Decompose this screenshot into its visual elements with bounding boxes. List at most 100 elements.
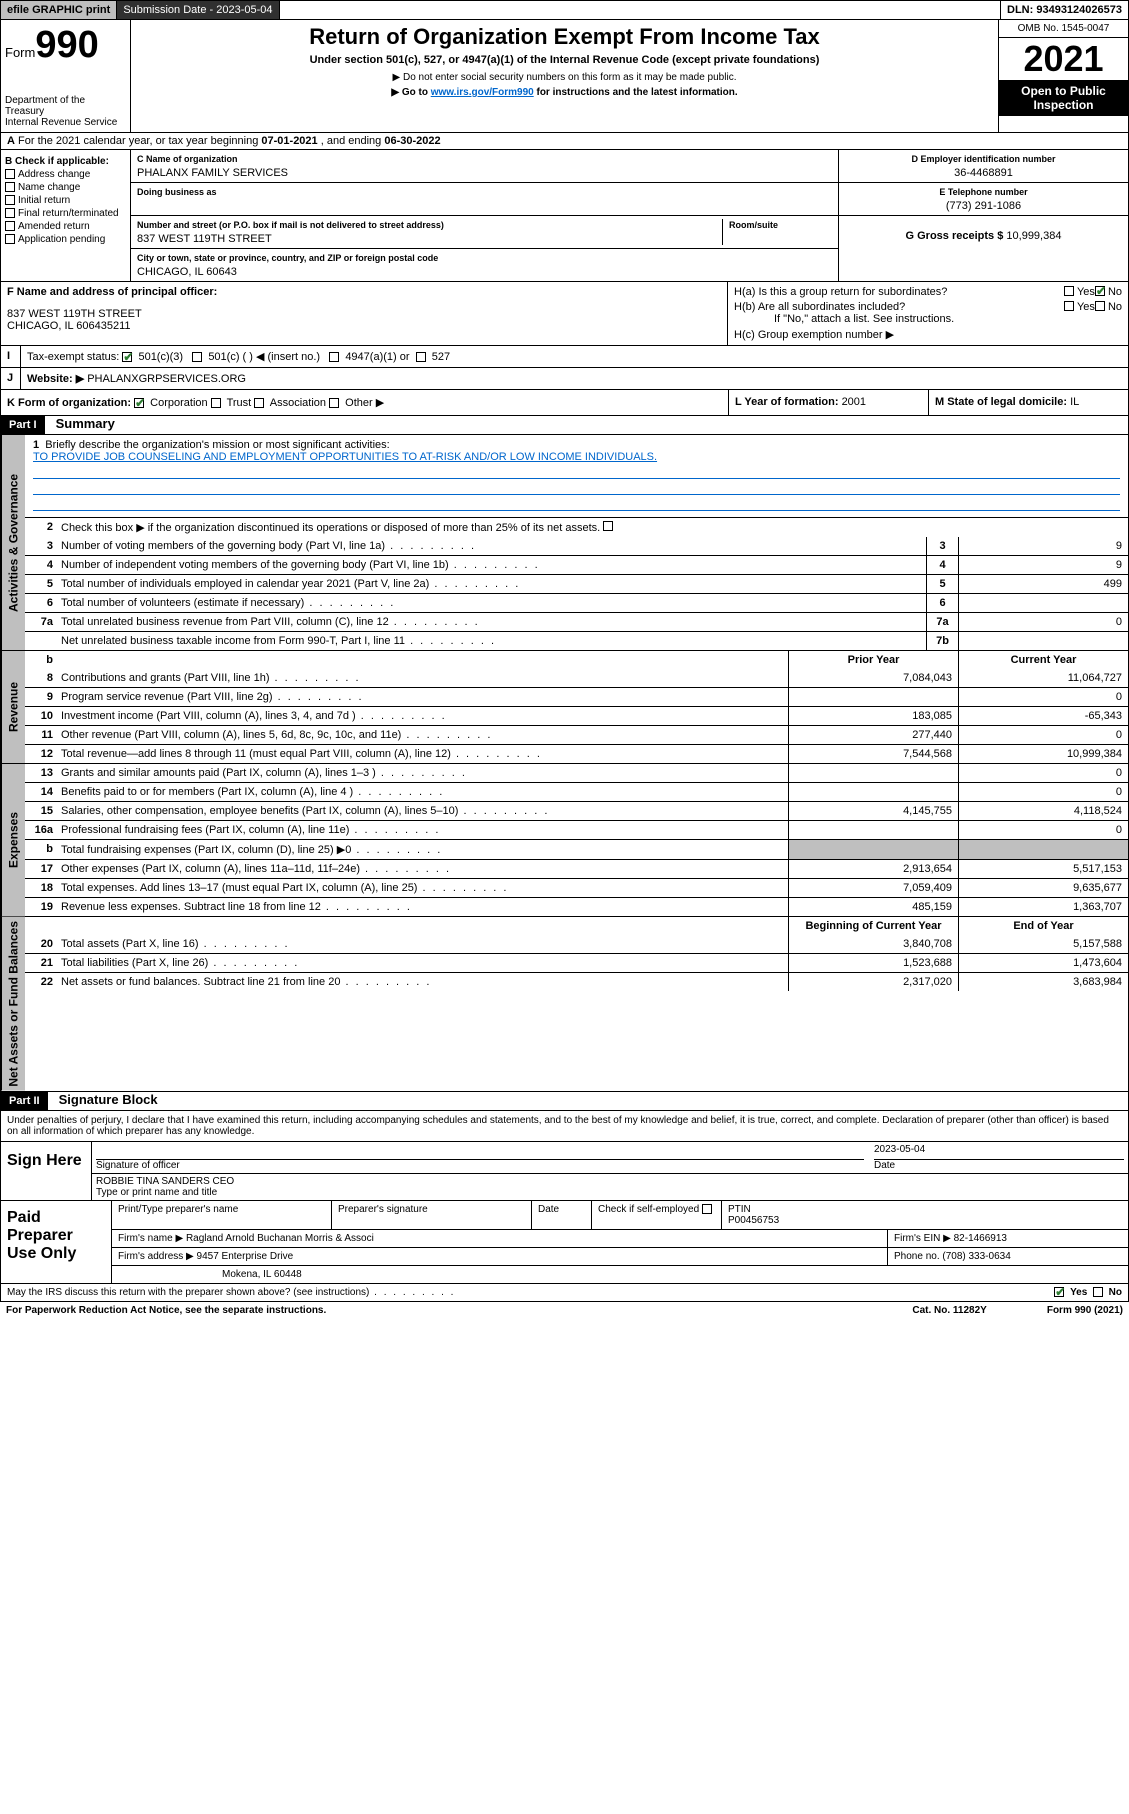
year-formation: 2001 (842, 396, 866, 408)
chk-corp[interactable] (134, 398, 144, 408)
vtab-revenue: Revenue (1, 651, 25, 763)
line-8: 8Contributions and grants (Part VIII, li… (25, 669, 1128, 687)
line-5: 5Total number of individuals employed in… (25, 574, 1128, 593)
chk-501c[interactable] (192, 352, 202, 362)
firm-addr: 9457 Enterprise Drive (197, 1251, 294, 1262)
part-i-header: Part I Summary (0, 416, 1129, 435)
line-11: 11Other revenue (Part VIII, column (A), … (25, 725, 1128, 744)
subtitle-1: Under section 501(c), 527, or 4947(a)(1)… (139, 54, 990, 66)
firm-ein: 82-1466913 (954, 1233, 1007, 1244)
ptin: P00456753 (728, 1215, 779, 1226)
chk-other[interactable] (329, 398, 339, 408)
sig-date: 2023-05-04 (874, 1144, 1124, 1160)
website: PHALANXGRPSERVICES.ORG (87, 373, 246, 385)
line-16a: 16aProfessional fundraising fees (Part I… (25, 820, 1128, 839)
dept-label: Department of the Treasury (5, 95, 126, 117)
line-14: 14Benefits paid to or for members (Part … (25, 782, 1128, 801)
irs-label: Internal Revenue Service (5, 117, 126, 128)
topbar: efile GRAPHIC print Submission Date - 20… (0, 0, 1129, 20)
officer-addr2: CHICAGO, IL 606435211 (7, 320, 721, 332)
officer-name: ROBBIE TINA SANDERS CEO (96, 1176, 234, 1187)
chk-trust[interactable] (211, 398, 221, 408)
chk-ha-no[interactable] (1095, 286, 1105, 296)
line-9: 9Program service revenue (Part VIII, lin… (25, 687, 1128, 706)
line-18: 18Total expenses. Add lines 13–17 (must … (25, 878, 1128, 897)
phone: (773) 291-1086 (845, 200, 1122, 212)
signature-block: Under penalties of perjury, I declare th… (0, 1111, 1129, 1284)
form-number: Form990 (5, 24, 126, 67)
row-f-h: F Name and address of principal officer:… (0, 282, 1129, 346)
print-link[interactable]: print (86, 4, 110, 16)
sign-here-label: Sign Here (1, 1142, 91, 1200)
ein: 36-4468891 (845, 167, 1122, 179)
row-k: K Form of organization: Corporation Trus… (0, 390, 1129, 416)
org-name: PHALANX FAMILY SERVICES (137, 167, 832, 179)
section-revenue: Revenue bPrior YearCurrent Year 8Contrib… (0, 651, 1129, 764)
entity-block: B Check if applicable: Address change Na… (0, 150, 1129, 282)
officer-addr1: 837 WEST 119TH STREET (7, 308, 721, 320)
subtitle-2: ▶ Do not enter social security numbers o… (139, 72, 990, 83)
chk-name-change[interactable] (5, 182, 15, 192)
chk-hb-yes[interactable] (1064, 301, 1074, 311)
dln: DLN: 93493124026573 (1000, 1, 1128, 19)
row-i: I Tax-exempt status: 501(c)(3) 501(c) ( … (0, 346, 1129, 368)
section-governance: Activities & Governance 1 Briefly descri… (0, 435, 1129, 651)
chk-discuss-yes[interactable] (1054, 1287, 1064, 1297)
chk-initial-return[interactable] (5, 195, 15, 205)
line-4: 4Number of independent voting members of… (25, 555, 1128, 574)
line-19: 19Revenue less expenses. Subtract line 1… (25, 897, 1128, 916)
gross-receipts: 10,999,384 (1006, 230, 1061, 242)
line-b: bTotal fundraising expenses (Part IX, co… (25, 839, 1128, 859)
mission-text: TO PROVIDE JOB COUNSELING AND EMPLOYMENT… (33, 451, 1120, 463)
chk-4947[interactable] (329, 352, 339, 362)
line-20: 20Total assets (Part X, line 16)3,840,70… (25, 935, 1128, 953)
firm-addr2: Mokena, IL 60448 (112, 1266, 1128, 1283)
paid-preparer-label: Paid Preparer Use Only (1, 1201, 111, 1283)
chk-app-pending[interactable] (5, 234, 15, 244)
omb-number: OMB No. 1545-0047 (999, 20, 1128, 38)
submission-date: Submission Date - 2023-05-04 (117, 1, 279, 19)
form-header: Form990 Department of the Treasury Inter… (0, 20, 1129, 133)
chk-501c3[interactable] (122, 352, 132, 362)
row-a-tax-year: A For the 2021 calendar year, or tax yea… (0, 133, 1129, 150)
form-title: Return of Organization Exempt From Incom… (139, 24, 990, 50)
chk-final-return[interactable] (5, 208, 15, 218)
chk-discontinued[interactable] (603, 521, 613, 531)
perjury-decl: Under penalties of perjury, I declare th… (1, 1111, 1128, 1141)
chk-hb-no[interactable] (1095, 301, 1105, 311)
org-city: CHICAGO, IL 60643 (137, 266, 832, 278)
tax-year: 2021 (999, 38, 1128, 80)
chk-assoc[interactable] (254, 398, 264, 408)
line-21: 21Total liabilities (Part X, line 26)1,5… (25, 953, 1128, 972)
vtab-expenses: Expenses (1, 764, 25, 916)
line-10: 10Investment income (Part VIII, column (… (25, 706, 1128, 725)
irs-link[interactable]: www.irs.gov/Form990 (431, 87, 534, 98)
chk-self-employed[interactable] (702, 1204, 712, 1214)
line-3: 3Number of voting members of the governi… (25, 537, 1128, 555)
row-j: J Website: ▶ PHALANXGRPSERVICES.ORG (0, 368, 1129, 390)
col-b-checkboxes: B Check if applicable: Address change Na… (1, 150, 131, 281)
org-street: 837 WEST 119TH STREET (137, 233, 722, 245)
line-22: 22Net assets or fund balances. Subtract … (25, 972, 1128, 991)
firm-name: Ragland Arnold Buchanan Morris & Associ (186, 1233, 374, 1244)
inspection-badge: Open to Public Inspection (999, 80, 1128, 116)
efile-badge: efile GRAPHIC print (1, 1, 117, 19)
line-13: 13Grants and similar amounts paid (Part … (25, 764, 1128, 782)
domicile: IL (1070, 396, 1079, 408)
line-12: 12Total revenue—add lines 8 through 11 (… (25, 744, 1128, 763)
vtab-net-assets: Net Assets or Fund Balances (1, 917, 25, 1091)
vtab-governance: Activities & Governance (1, 435, 25, 650)
subtitle-3: ▶ Go to www.irs.gov/Form990 for instruct… (139, 87, 990, 98)
chk-527[interactable] (416, 352, 426, 362)
firm-phone: (708) 333-0634 (942, 1251, 1010, 1262)
section-expenses: Expenses 13Grants and similar amounts pa… (0, 764, 1129, 917)
chk-amended[interactable] (5, 221, 15, 231)
chk-ha-yes[interactable] (1064, 286, 1074, 296)
footer: For Paperwork Reduction Act Notice, see … (0, 1302, 1129, 1319)
line-17: 17Other expenses (Part IX, column (A), l… (25, 859, 1128, 878)
chk-discuss-no[interactable] (1093, 1287, 1103, 1297)
part-ii-header: Part II Signature Block (0, 1092, 1129, 1111)
section-net-assets: Net Assets or Fund Balances Beginning of… (0, 917, 1129, 1092)
chk-address-change[interactable] (5, 169, 15, 179)
line-15: 15Salaries, other compensation, employee… (25, 801, 1128, 820)
